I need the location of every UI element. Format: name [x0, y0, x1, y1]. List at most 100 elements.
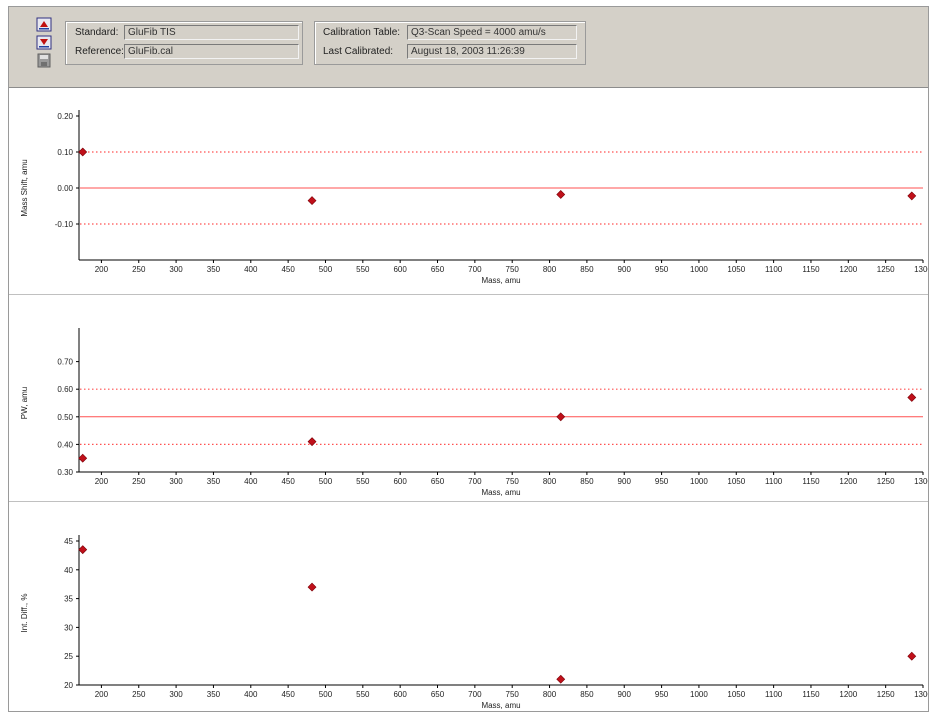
x-tick-label: 1250 [877, 477, 895, 486]
x-tick-label: 550 [356, 265, 370, 274]
peak-width-chart: 200 250 300 350 400 450 500 550 600 650 700 750 800 8… [20, 328, 928, 497]
x-tick-label: 1050 [727, 265, 745, 274]
y-tick-label: 35 [64, 595, 73, 604]
x-tick-label: 1150 [802, 690, 820, 699]
y-tick-label: 0.60 [57, 385, 73, 394]
x-tick-label: 800 [543, 477, 557, 486]
x-axis-label: Mass, amu [481, 701, 520, 710]
reference-field: GluFib.cal [124, 44, 299, 59]
x-tick-label: 400 [244, 690, 258, 699]
y-tick-label: 20 [64, 681, 73, 690]
calibrate-down-icon[interactable] [35, 35, 53, 50]
data-point [907, 191, 917, 201]
x-tick-label: 950 [655, 690, 669, 699]
data-point [307, 582, 317, 592]
x-tick-label: 300 [169, 265, 183, 274]
x-tick-label: 1200 [839, 477, 857, 486]
x-tick-label: 250 [132, 265, 146, 274]
x-tick-label: 1000 [690, 477, 708, 486]
panel-divider [9, 501, 928, 502]
save-disk-icon[interactable] [35, 53, 53, 68]
standard-label: Standard: [75, 27, 119, 38]
y-tick-label: 45 [64, 537, 73, 546]
x-tick-label: 900 [618, 477, 632, 486]
x-tick-label: 450 [281, 690, 295, 699]
x-tick-label: 1100 [765, 265, 783, 274]
y-tick-label: 0.10 [57, 148, 73, 157]
last-calibrated-label: Last Calibrated: [323, 46, 394, 57]
x-tick-label: 250 [132, 477, 146, 486]
x-tick-label: 600 [393, 265, 407, 274]
y-tick-label: 30 [64, 623, 73, 632]
mass-shift-panel: 200 250 300 350 400 450 500 550 600 650 700 750 800 8… [9, 88, 928, 294]
data-point [556, 412, 566, 422]
x-tick-label: 200 [95, 265, 109, 274]
data-point [78, 453, 88, 463]
x-tick-label: 500 [319, 690, 333, 699]
y-tick-label: 0.50 [57, 413, 73, 422]
x-tick-label: 500 [319, 477, 333, 486]
y-tick-label: 0.40 [57, 440, 73, 449]
calibration-header: Standard: GluFib TIS Reference: GluFib.c… [9, 7, 928, 88]
x-tick-label: 950 [655, 477, 669, 486]
x-tick-label: 1250 [877, 265, 895, 274]
x-tick-label: 550 [356, 477, 370, 486]
x-tick-label: 400 [244, 265, 258, 274]
y-tick-label: 0.30 [57, 468, 73, 477]
last-calibrated-field: August 18, 2003 11:26:39 [407, 44, 577, 59]
x-tick-label: 1000 [690, 690, 708, 699]
intensity-diff-panel: 200 250 300 350 400 450 500 550 600 650 700 750 800 8… [9, 503, 928, 711]
x-tick-label: 900 [618, 265, 632, 274]
calibration-report-window: Standard: GluFib TIS Reference: GluFib.c… [8, 6, 929, 712]
x-tick-label: 750 [506, 265, 520, 274]
x-tick-label: 300 [169, 690, 183, 699]
data-point [556, 190, 566, 199]
x-tick-label: 650 [431, 265, 445, 274]
y-axis-label: PW, amu [20, 387, 29, 419]
x-tick-label: 200 [95, 477, 109, 486]
data-point [307, 437, 317, 447]
y-tick-label: 40 [64, 566, 73, 575]
x-tick-label: 200 [95, 690, 109, 699]
x-tick-label: 700 [468, 265, 482, 274]
data-point [78, 545, 88, 555]
y-axis-label: Mass Shift, amu [20, 159, 29, 216]
x-tick-label: 950 [655, 265, 669, 274]
standard-field: GluFib TIS [124, 25, 299, 40]
x-tick-label: 1250 [877, 690, 895, 699]
calibration-group [314, 21, 586, 65]
x-tick-label: 700 [468, 690, 482, 699]
x-tick-label: 1200 [839, 265, 857, 274]
x-tick-label: 1000 [690, 265, 708, 274]
y-tick-label: -0.10 [55, 220, 74, 229]
y-tick-label: 0.20 [57, 112, 73, 121]
x-tick-label: 800 [543, 690, 557, 699]
x-tick-label: 250 [132, 690, 146, 699]
x-tick-label: 1100 [765, 690, 783, 699]
x-axis-label: Mass, amu [481, 488, 520, 497]
x-tick-label: 750 [506, 477, 520, 486]
standard-group [65, 21, 303, 65]
panel-divider [9, 294, 928, 295]
x-tick-label: 1150 [802, 265, 820, 274]
data-point [907, 651, 917, 661]
x-tick-label: 350 [207, 690, 221, 699]
x-tick-label: 550 [356, 690, 370, 699]
calibration-table-field: Q3-Scan Speed = 4000 amu/s [407, 25, 577, 40]
x-tick-label: 450 [281, 265, 295, 274]
x-tick-label: 700 [468, 477, 482, 486]
x-tick-label: 400 [244, 477, 258, 486]
x-tick-label: 1100 [765, 477, 783, 486]
mass-shift-chart: 200 250 300 350 400 450 500 550 600 650 700 750 800 8… [20, 110, 928, 285]
x-tick-label: 1050 [727, 477, 745, 486]
x-tick-label: 850 [580, 690, 594, 699]
reference-label: Reference: [75, 46, 124, 57]
x-tick-label: 1150 [802, 477, 820, 486]
y-tick-label: 0.00 [57, 184, 73, 193]
calibrate-up-icon[interactable] [35, 17, 53, 32]
data-point [907, 393, 917, 402]
x-tick-label: 800 [543, 265, 557, 274]
